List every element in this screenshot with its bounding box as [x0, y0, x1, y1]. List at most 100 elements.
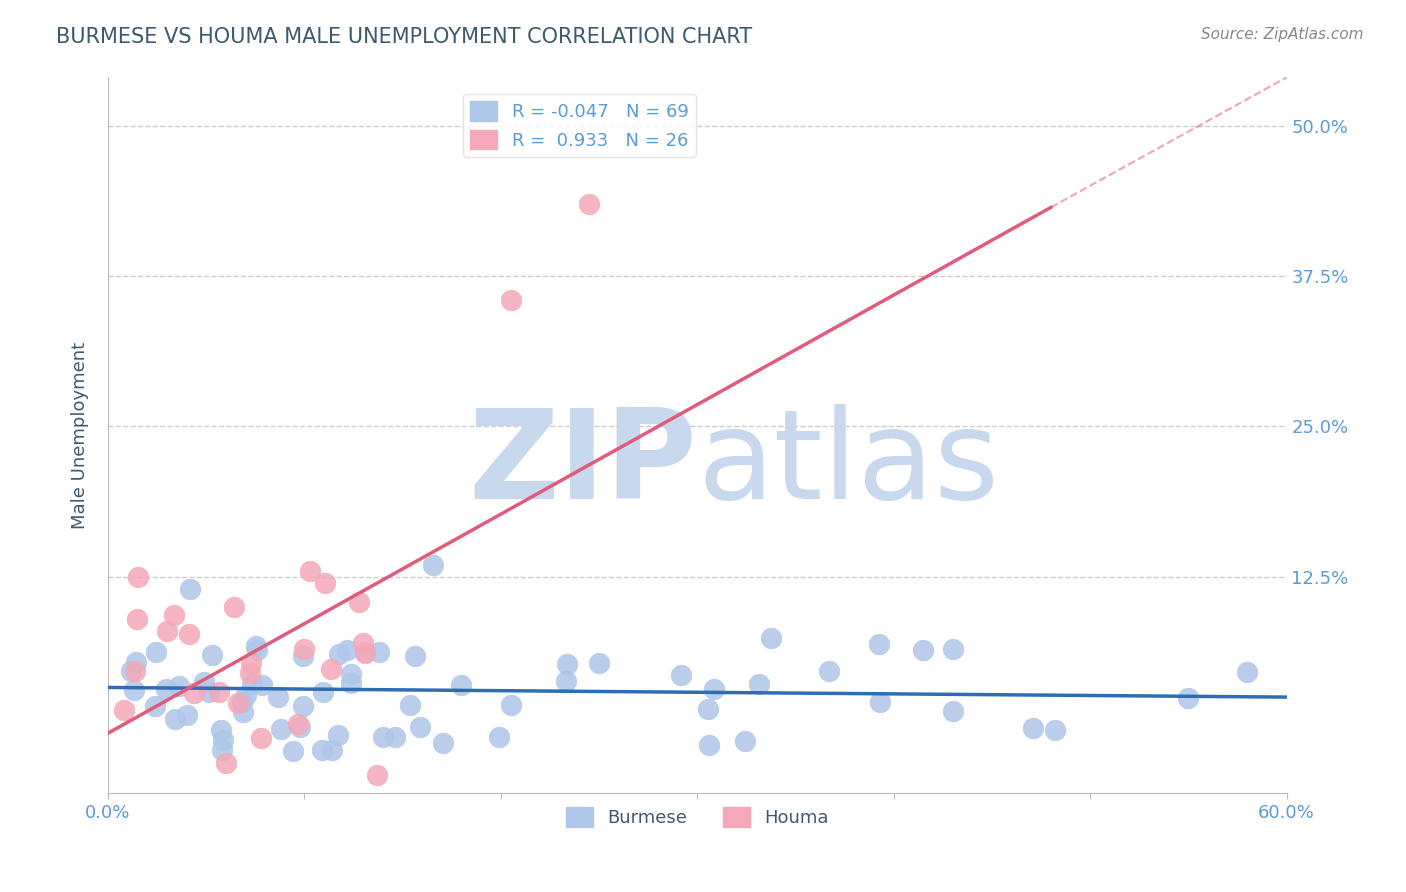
Point: [818, 664, 841, 678]
Point: [193, 675, 215, 690]
Point: [1022, 722, 1045, 736]
Point: [321, 742, 343, 756]
Point: [911, 643, 934, 657]
Point: [231, 695, 253, 709]
Point: [311, 743, 333, 757]
Point: [197, 685, 219, 699]
Point: [156, 624, 179, 638]
Point: [208, 684, 231, 698]
Point: [270, 723, 292, 737]
Point: [347, 595, 370, 609]
Point: [1043, 723, 1066, 737]
Point: [176, 708, 198, 723]
Point: [245, 639, 267, 653]
Point: [868, 637, 890, 651]
Point: [352, 636, 374, 650]
Point: [339, 666, 361, 681]
Point: [125, 655, 148, 669]
Point: [281, 744, 304, 758]
Point: [212, 732, 235, 747]
Point: [578, 196, 600, 211]
Point: [942, 704, 965, 718]
Point: [235, 689, 257, 703]
Point: [869, 695, 891, 709]
Point: [311, 685, 333, 699]
Point: [288, 720, 311, 734]
Point: [353, 644, 375, 658]
Point: [222, 599, 245, 614]
Point: [163, 608, 186, 623]
Point: [314, 575, 336, 590]
Point: [291, 648, 314, 663]
Point: [408, 720, 430, 734]
Point: [127, 570, 149, 584]
Point: [250, 677, 273, 691]
Point: [671, 668, 693, 682]
Point: [488, 730, 510, 744]
Point: [124, 665, 146, 679]
Point: [201, 648, 224, 662]
Point: [499, 293, 522, 307]
Point: [748, 677, 770, 691]
Point: [145, 645, 167, 659]
Point: [294, 642, 316, 657]
Point: [287, 716, 309, 731]
Point: [422, 558, 444, 572]
Point: [165, 712, 187, 726]
Point: [368, 645, 391, 659]
Point: [588, 656, 610, 670]
Point: [353, 646, 375, 660]
Point: [328, 647, 350, 661]
Point: [942, 641, 965, 656]
Point: [122, 682, 145, 697]
Point: [555, 657, 578, 671]
Point: [366, 768, 388, 782]
Point: [239, 656, 262, 670]
Text: ZIP: ZIP: [468, 403, 697, 524]
Point: [215, 756, 238, 771]
Point: [240, 677, 263, 691]
Point: [211, 743, 233, 757]
Point: [371, 731, 394, 745]
Point: [398, 698, 420, 713]
Point: [232, 705, 254, 719]
Point: [177, 627, 200, 641]
Point: [249, 731, 271, 745]
Point: [326, 728, 349, 742]
Point: [555, 674, 578, 689]
Point: [209, 723, 232, 737]
Point: [384, 731, 406, 745]
Point: [697, 738, 720, 752]
Point: [267, 690, 290, 705]
Point: [696, 702, 718, 716]
Point: [501, 698, 523, 713]
Point: [759, 631, 782, 645]
Y-axis label: Male Unemployment: Male Unemployment: [72, 342, 89, 529]
Point: [1236, 665, 1258, 679]
Text: Source: ZipAtlas.com: Source: ZipAtlas.com: [1201, 27, 1364, 42]
Point: [291, 698, 314, 713]
Point: [1177, 691, 1199, 706]
Point: [120, 664, 142, 678]
Point: [226, 696, 249, 710]
Point: [112, 703, 135, 717]
Point: [450, 678, 472, 692]
Point: [145, 698, 167, 713]
Point: [169, 679, 191, 693]
Point: [125, 612, 148, 626]
Point: [319, 662, 342, 676]
Point: [734, 734, 756, 748]
Point: [404, 649, 426, 664]
Point: [298, 564, 321, 578]
Point: [432, 736, 454, 750]
Legend: Burmese, Houma: Burmese, Houma: [558, 800, 837, 834]
Point: [155, 682, 177, 697]
Point: [239, 666, 262, 681]
Text: BURMESE VS HOUMA MALE UNEMPLOYMENT CORRELATION CHART: BURMESE VS HOUMA MALE UNEMPLOYMENT CORRE…: [56, 27, 752, 46]
Point: [183, 686, 205, 700]
Point: [246, 643, 269, 657]
Point: [703, 681, 725, 696]
Point: [179, 582, 201, 596]
Text: atlas: atlas: [697, 403, 1000, 524]
Point: [340, 675, 363, 690]
